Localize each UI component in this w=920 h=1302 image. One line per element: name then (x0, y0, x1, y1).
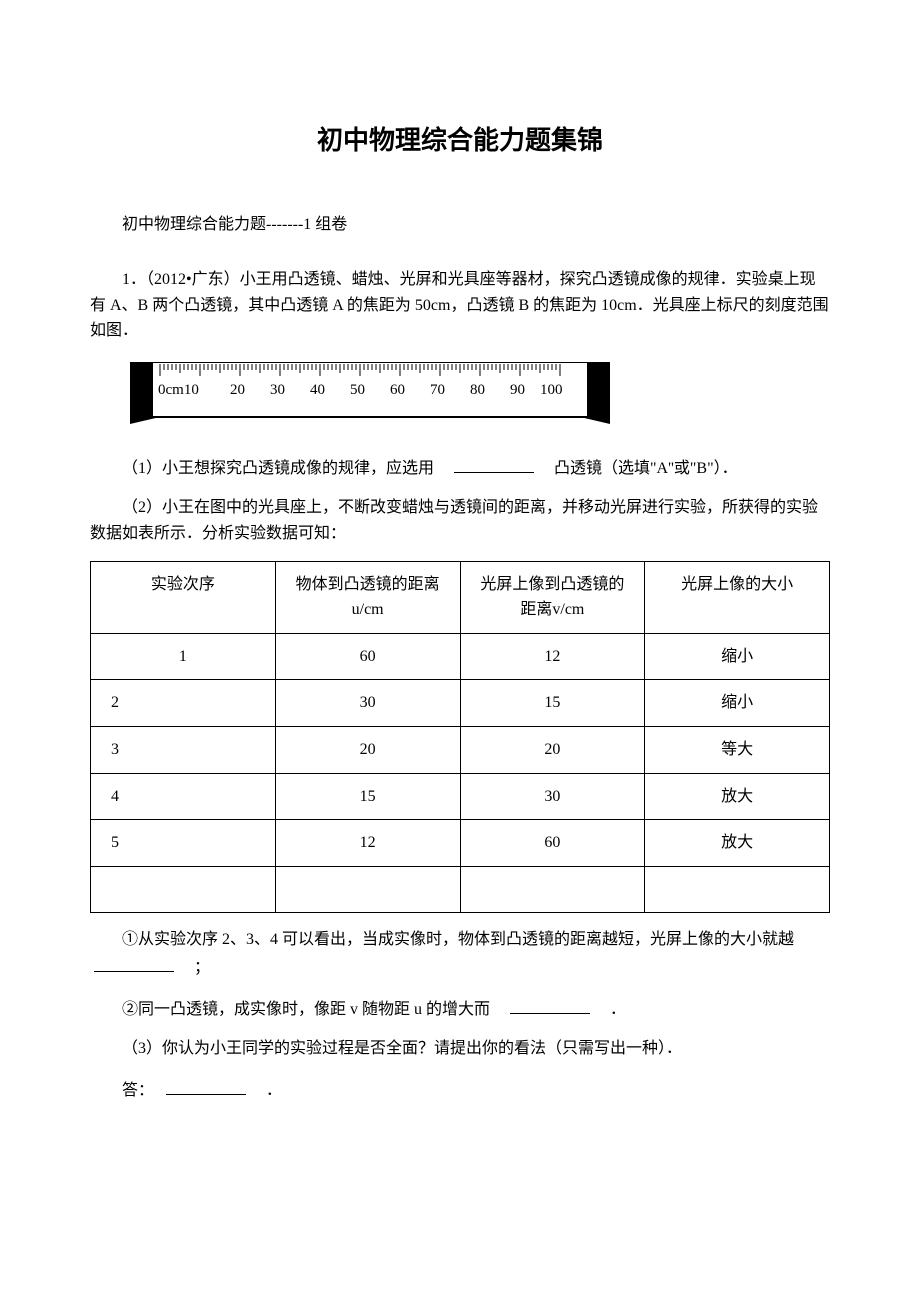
cell: 5 (91, 820, 276, 867)
ruler-label-3: 40 (310, 382, 325, 398)
table-row: 1 60 12 缩小 (91, 633, 830, 680)
cell: 12 (460, 633, 645, 680)
cell: 60 (275, 633, 460, 680)
q1-prefix: （1）小王想探究凸透镜成像的规律，应选用 (122, 460, 450, 477)
subtitle: 初中物理综合能力题-------1 组卷 (90, 212, 830, 238)
sub2-prefix: ②同一凸透镜，成实像时，像距 v 随物距 u 的增大而 (122, 1001, 506, 1018)
table-row-empty (91, 866, 830, 913)
cell: 缩小 (645, 680, 830, 727)
table-header-row: 实验次序 物体到凸透镜的距离 u/cm 光屏上像到凸透镜的距离v/cm 光屏上像… (91, 561, 830, 633)
blank-3 (510, 995, 590, 1014)
table-row: 3 20 20 等大 (91, 726, 830, 773)
ruler-label-9: 100 (540, 382, 563, 398)
cell: 15 (275, 773, 460, 820)
table-row: 4 15 30 放大 (91, 773, 830, 820)
sub-question-1: ①从实验次序 2、3、4 可以看出，当成实像时，物体到凸透镜的距离越短，光屏上像… (90, 927, 830, 980)
header-c1: 实验次序 (91, 561, 276, 633)
cell: 放大 (645, 773, 830, 820)
cell: 1 (91, 633, 276, 680)
cell (91, 866, 276, 913)
table-row: 5 12 60 放大 (91, 820, 830, 867)
page-title: 初中物理综合能力题集锦 (90, 120, 830, 162)
question-3: （3）你认为小王同学的实验过程是否全面？请提出你的看法（只需写出一种）． (90, 1036, 830, 1062)
sub-question-2: ②同一凸透镜，成实像时，像距 v 随物距 u 的增大而 ． (90, 995, 830, 1023)
cell: 20 (275, 726, 460, 773)
ruler-label-2: 30 (270, 382, 285, 398)
ruler-label-6: 70 (430, 382, 445, 398)
question-2: （2）小王在图中的光具座上，不断改变蜡烛与透镜间的距离，并移动光屏进行实验，所获… (90, 495, 830, 546)
cell: 4 (91, 773, 276, 820)
q1-suffix: 凸透镜（选填"A''或"B"）． (538, 460, 738, 477)
cell: 20 (460, 726, 645, 773)
cell: 60 (460, 820, 645, 867)
table-row: 2 30 15 缩小 (91, 680, 830, 727)
header-c4: 光屏上像的大小 (645, 561, 830, 633)
ruler-label-0: 0cm10 (158, 382, 199, 398)
cell: 等大 (645, 726, 830, 773)
sub1-prefix: ①从实验次序 2、3、4 可以看出，当成实像时，物体到凸透镜的距离越短，光屏上像… (122, 931, 810, 948)
header-c2: 物体到凸透镜的距离 u/cm (275, 561, 460, 633)
sub2-suffix: ． (594, 1001, 626, 1018)
cell: 30 (460, 773, 645, 820)
cell: 30 (275, 680, 460, 727)
blank-1 (454, 454, 534, 473)
ruler-label-7: 80 (470, 382, 485, 398)
header-c3: 光屏上像到凸透镜的距离v/cm (460, 561, 645, 633)
blank-4 (166, 1076, 246, 1095)
cell: 2 (91, 680, 276, 727)
answer-suffix: ． (250, 1082, 282, 1099)
cell (275, 866, 460, 913)
ruler-label-5: 60 (390, 382, 405, 398)
question-1: （1）小王想探究凸透镜成像的规律，应选用 凸透镜（选填"A''或"B"）． (90, 454, 830, 482)
ruler-label-4: 50 (350, 382, 365, 398)
blank-2 (94, 953, 174, 972)
cell: 3 (91, 726, 276, 773)
sub1-suffix: ； (178, 959, 210, 976)
ruler-figure: 0cm10 20 30 40 50 60 70 80 90 100 (130, 362, 830, 436)
cell: 放大 (645, 820, 830, 867)
cell: 缩小 (645, 633, 830, 680)
intro-paragraph: 1．（2012•广东）小王用凸透镜、蜡烛、光屏和光具座等器材，探究凸透镜成像的规… (90, 267, 830, 344)
answer-line: 答： ． (90, 1076, 830, 1104)
data-table: 实验次序 物体到凸透镜的距离 u/cm 光屏上像到凸透镜的距离v/cm 光屏上像… (90, 561, 830, 914)
cell (460, 866, 645, 913)
cell (645, 866, 830, 913)
cell: 15 (460, 680, 645, 727)
ruler-label-8: 90 (510, 382, 525, 398)
ruler-label-1: 20 (230, 382, 245, 398)
answer-prefix: 答： (122, 1082, 162, 1099)
cell: 12 (275, 820, 460, 867)
